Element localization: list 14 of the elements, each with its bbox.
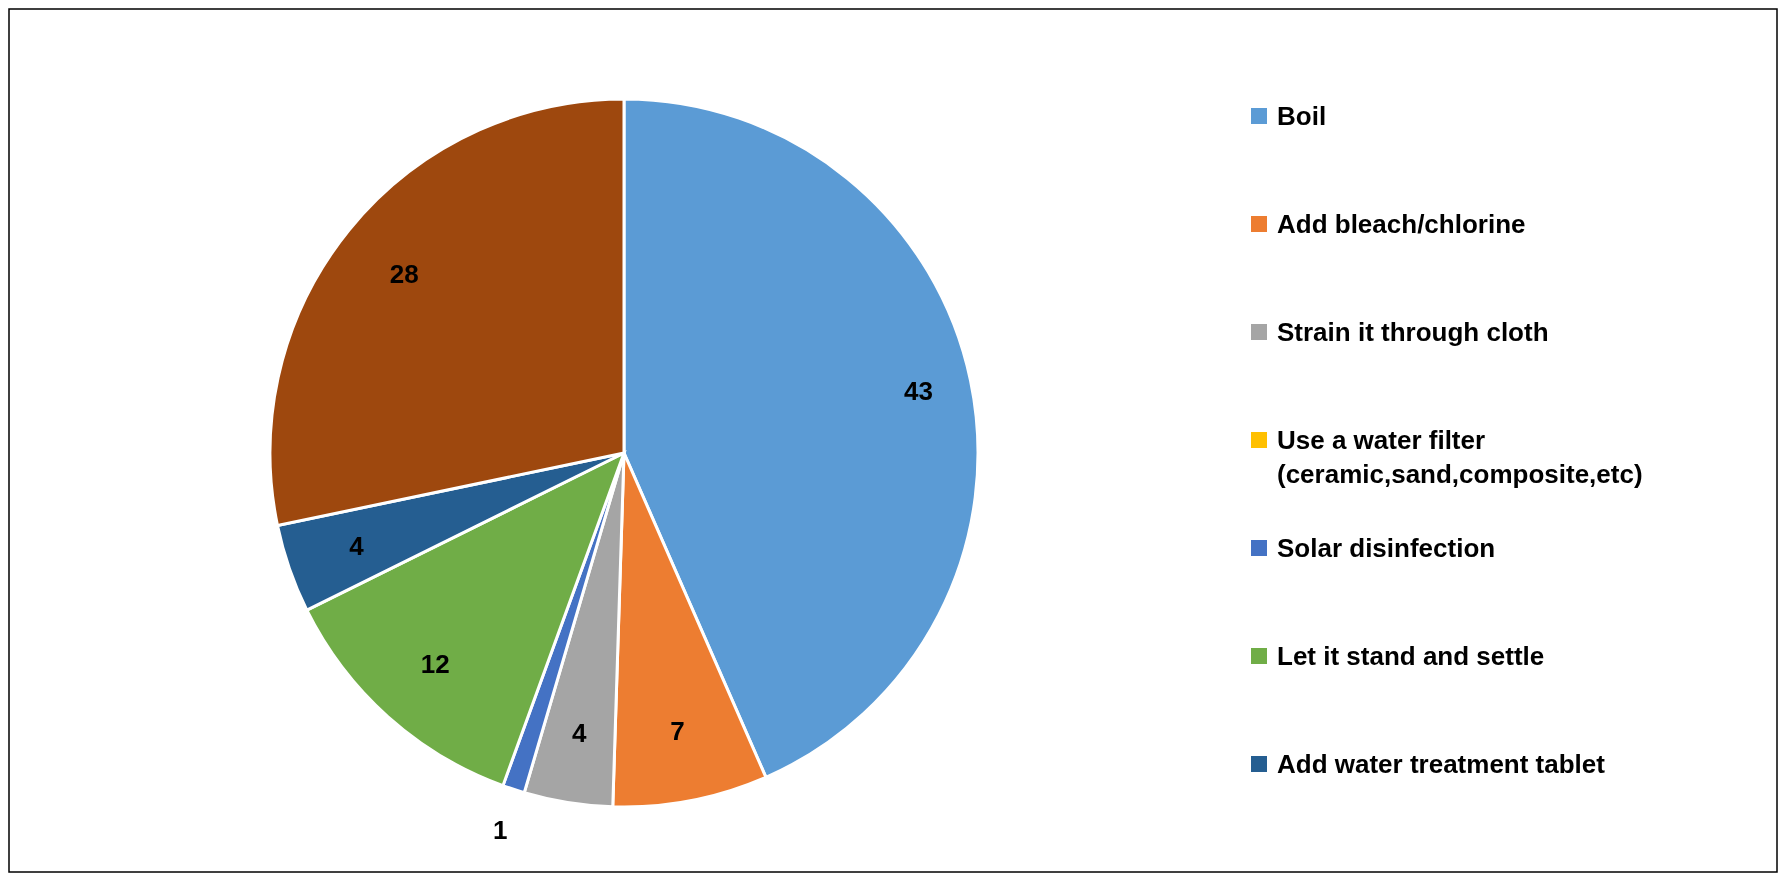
legend-label: Add water treatment tablet bbox=[1277, 749, 1606, 779]
legend-label: Let it stand and settle bbox=[1277, 641, 1545, 671]
legend-label: Boil bbox=[1277, 101, 1327, 131]
legend-label: Solar disinfection bbox=[1277, 533, 1496, 563]
data-label: 12 bbox=[420, 649, 450, 680]
data-label: 4 bbox=[572, 717, 588, 748]
data-label: 1 bbox=[493, 814, 508, 845]
data-label: 43 bbox=[904, 376, 933, 407]
data-label: 4 bbox=[349, 530, 365, 561]
data-label: 7 bbox=[670, 716, 685, 747]
legend-label: Use a water filter (ceramic,sand,composite,etc) bbox=[1277, 425, 1643, 489]
data-label: 28 bbox=[389, 259, 419, 290]
legend-label: Strain it through cloth bbox=[1277, 317, 1549, 347]
legend-label: Add bleach/chlorine bbox=[1277, 209, 1526, 239]
